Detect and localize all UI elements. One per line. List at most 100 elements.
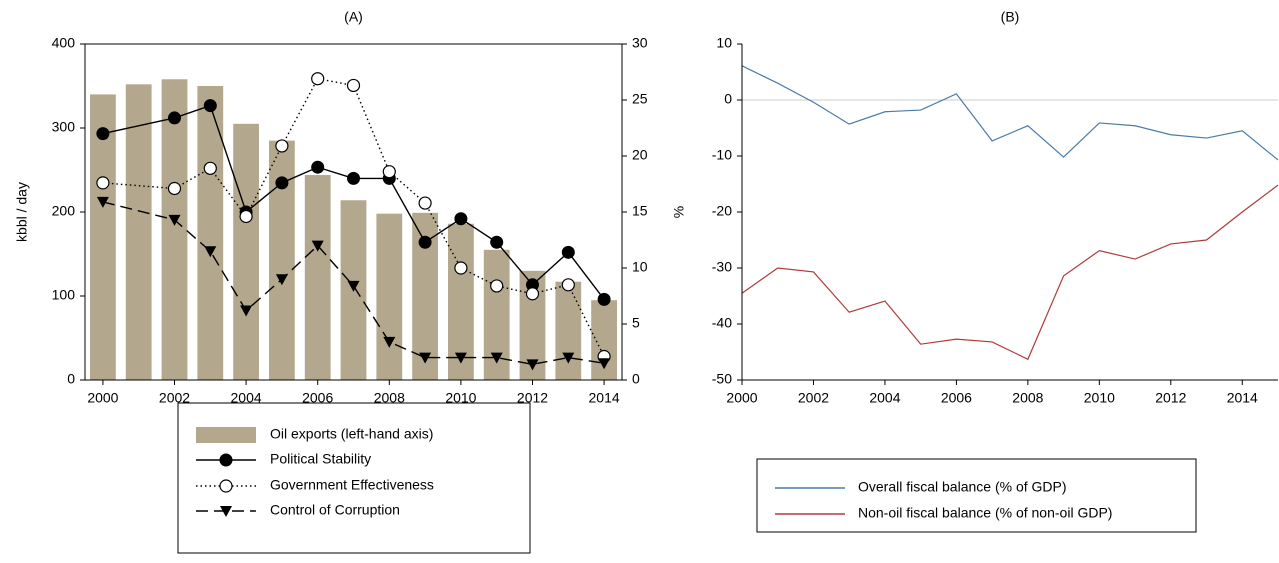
- marker: [219, 479, 233, 493]
- x-tick-label: 2002: [798, 390, 829, 406]
- y-tick-label: 200: [52, 203, 76, 219]
- marker: [239, 209, 253, 224]
- y-tick-label: -40: [712, 315, 732, 331]
- x-tick-label: 2004: [869, 390, 900, 406]
- y2-tick-label: 5: [632, 315, 640, 331]
- y-tick-label: -30: [712, 259, 732, 275]
- legend-label: Control of Corruption: [270, 502, 400, 518]
- marker: [561, 245, 575, 259]
- marker: [561, 278, 575, 292]
- bar: [161, 79, 188, 380]
- marker: [203, 161, 217, 175]
- line: [741, 184, 1279, 361]
- marker: [526, 359, 539, 371]
- marker: [204, 246, 217, 258]
- marker: [597, 292, 611, 306]
- y2-tick-label: 0: [632, 371, 640, 387]
- bar: [125, 84, 152, 380]
- legend-label: Overall fiscal balance (% of GDP): [858, 479, 1067, 495]
- y-tick-label: 400: [52, 35, 76, 51]
- x-tick-label: 2006: [941, 390, 972, 406]
- marker: [346, 78, 361, 93]
- legend-label: Non-oil fiscal balance (% of non-oil GDP…: [858, 505, 1112, 521]
- marker: [490, 279, 504, 293]
- marker: [418, 235, 432, 249]
- legend-swatch: [196, 427, 256, 443]
- marker: [418, 196, 432, 210]
- y-tick-label: 100: [52, 287, 76, 303]
- marker: [454, 261, 468, 275]
- line: [102, 201, 605, 366]
- x-tick-label: 2008: [374, 390, 405, 406]
- marker: [382, 165, 396, 179]
- marker: [167, 181, 182, 196]
- y-tick-label: -10: [712, 147, 732, 163]
- marker: [96, 127, 110, 141]
- x-tick-label: 2004: [231, 390, 262, 406]
- marker: [203, 99, 217, 113]
- y2-tick-label: 10: [632, 259, 648, 275]
- marker: [347, 280, 360, 292]
- marker: [275, 139, 289, 153]
- bar: [90, 94, 116, 381]
- marker: [347, 171, 360, 185]
- bar: [304, 175, 331, 380]
- x-tick-label: 2010: [445, 390, 476, 406]
- bar: [233, 123, 259, 381]
- y-axis-label: kbbl / day: [14, 182, 30, 242]
- x-tick-label: 2006: [302, 390, 333, 406]
- x-tick-label: 2000: [726, 390, 757, 406]
- marker: [96, 176, 110, 190]
- bar: [376, 213, 403, 380]
- marker: [490, 352, 503, 364]
- x-tick-label: 2010: [1084, 390, 1115, 406]
- y2-tick-label: 30: [632, 35, 648, 51]
- legend-label: Government Effectiveness: [270, 477, 434, 493]
- x-tick-label: 2014: [589, 390, 620, 406]
- y-tick-label: -20: [712, 203, 732, 219]
- y-tick-label: 0: [724, 91, 732, 107]
- marker: [490, 235, 504, 249]
- chart-title: (B): [1001, 9, 1020, 25]
- marker: [96, 196, 109, 208]
- line: [102, 77, 605, 357]
- legend-box: [756, 458, 1197, 533]
- legend-label: Oil exports (left-hand axis): [270, 426, 433, 442]
- marker: [311, 240, 324, 252]
- marker: [240, 305, 253, 317]
- bar: [197, 86, 224, 380]
- marker: [311, 160, 325, 174]
- y-tick-label: 10: [716, 35, 732, 51]
- line: [102, 104, 605, 300]
- y-tick-label: -50: [712, 371, 732, 387]
- marker: [454, 212, 468, 226]
- marker: [598, 358, 611, 370]
- y-tick-label: 300: [52, 119, 76, 135]
- marker: [419, 352, 432, 364]
- x-tick-label: 2000: [87, 390, 118, 406]
- y-axis-label: %: [671, 206, 687, 218]
- marker: [220, 506, 232, 517]
- marker: [275, 274, 288, 286]
- marker: [168, 111, 181, 125]
- x-tick-label: 2002: [159, 390, 190, 406]
- marker: [383, 336, 396, 348]
- marker: [525, 287, 540, 301]
- y-tick-label: 0: [67, 371, 75, 387]
- x-tick-label: 2012: [1155, 390, 1186, 406]
- chart-title: (A): [344, 9, 363, 25]
- marker: [562, 352, 575, 364]
- y2-tick-label: 15: [632, 203, 648, 219]
- legend-label: Political Stability: [270, 451, 371, 467]
- x-tick-label: 2008: [1012, 390, 1043, 406]
- marker: [168, 214, 181, 226]
- x-tick-label: 2014: [1227, 390, 1258, 406]
- x-tick-label: 2012: [517, 390, 548, 406]
- marker: [311, 72, 325, 86]
- marker: [275, 176, 289, 190]
- line: [741, 65, 1279, 161]
- y2-tick-label: 20: [632, 147, 648, 163]
- marker: [219, 453, 233, 467]
- bar: [555, 281, 582, 380]
